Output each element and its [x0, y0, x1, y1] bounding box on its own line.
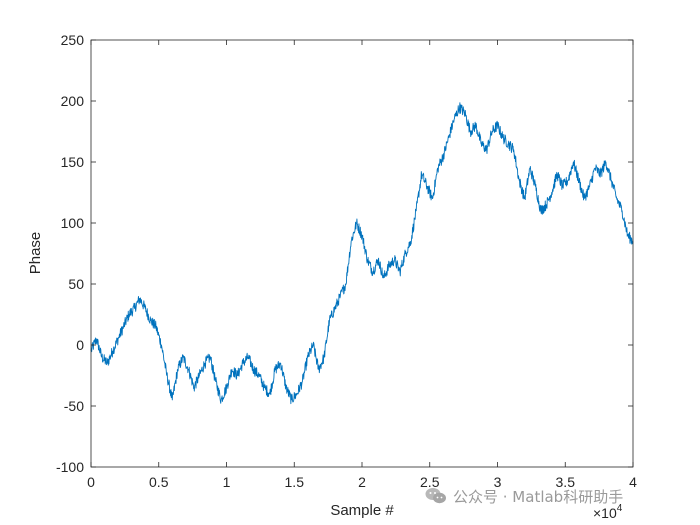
y-tick-label: -100: [56, 459, 84, 475]
y-axis: -100 -50 0 50 100 150 200 250: [56, 32, 633, 475]
x-axis: 0 0.5 1 1.5 2 2.5 3 3.5 4: [87, 40, 637, 490]
x-tick-label: 0.5: [149, 474, 169, 490]
series-line: [90, 102, 634, 405]
y-tick-label: 200: [61, 93, 85, 109]
x-tick-label: 3: [494, 474, 502, 490]
x-tick-label: 4: [629, 474, 637, 490]
x-exponent-base: ×10: [593, 505, 617, 521]
y-axis-label: Phase: [27, 232, 44, 275]
x-tick-label: 2.5: [420, 474, 440, 490]
x-tick-label: 1.5: [285, 474, 305, 490]
watermark-text: 公众号 · Matlab科研助手: [453, 488, 624, 506]
wechat-icon: [425, 488, 446, 504]
x-exponent-power: 4: [617, 503, 623, 514]
y-tick-label: 100: [61, 215, 85, 231]
y-tick-label: 250: [61, 32, 85, 48]
y-tick-label: -50: [64, 398, 84, 414]
watermark: 公众号 · Matlab科研助手: [425, 486, 623, 507]
y-tick-label: 50: [68, 276, 84, 292]
x-tick-label: 3.5: [556, 474, 576, 490]
y-tick-label: 150: [61, 154, 85, 170]
x-tick-label: 2: [358, 474, 366, 490]
x-axis-label: Sample #: [330, 502, 394, 519]
x-tick-label: 1: [223, 474, 231, 490]
y-tick-label: 0: [76, 337, 84, 353]
x-exponent-label: ×104: [593, 503, 623, 521]
x-tick-label: 0: [87, 474, 95, 490]
